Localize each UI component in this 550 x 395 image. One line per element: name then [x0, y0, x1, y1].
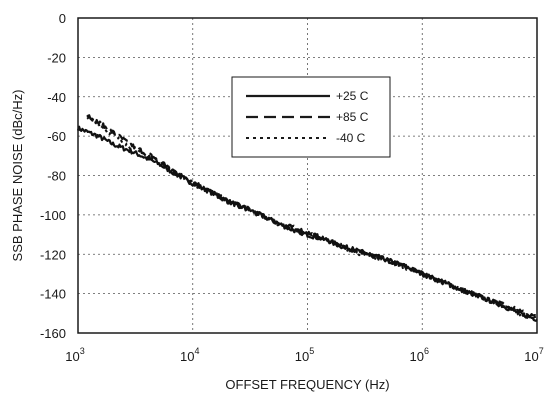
y-tick-label: -160	[40, 326, 66, 341]
legend-label-minus40c: -40 C	[336, 131, 366, 145]
y-tick-label: -140	[40, 287, 66, 302]
x-tick-label: 104	[180, 346, 199, 364]
y-tick-label: -80	[47, 169, 66, 184]
plot-frame	[77, 17, 538, 334]
y-tick-label: -120	[40, 247, 66, 262]
y-tick-label: -100	[40, 208, 66, 223]
x-tick-label: 107	[524, 346, 543, 364]
x-tick-label: 106	[410, 346, 429, 364]
x-tick-label: 103	[65, 346, 84, 364]
series-line-1	[86, 114, 538, 318]
x-tick-label: 105	[295, 346, 314, 364]
grid-lines	[78, 18, 537, 333]
series-layer	[76, 114, 538, 322]
legend-label-85c: +85 C	[336, 110, 369, 124]
y-tick-label: -20	[47, 50, 66, 65]
y-tick-label: 0	[59, 11, 66, 26]
legend: +25 C +85 C -40 C	[231, 76, 391, 158]
y-tick-label: -60	[47, 129, 66, 144]
legend-box	[231, 76, 391, 158]
x-axis-title: OFFSET FREQUENCY (Hz)	[225, 377, 389, 392]
legend-label-25c: +25 C	[336, 89, 369, 103]
tick-labels: 0 -20 -40 -60 -80 -100 -120 -140 -160 103 104 105 10…	[40, 11, 544, 364]
series-line-2	[86, 114, 538, 322]
y-axis-title: SSB PHASE NOISE (dBc/Hz)	[10, 90, 25, 262]
y-tick-label: -40	[47, 90, 66, 105]
